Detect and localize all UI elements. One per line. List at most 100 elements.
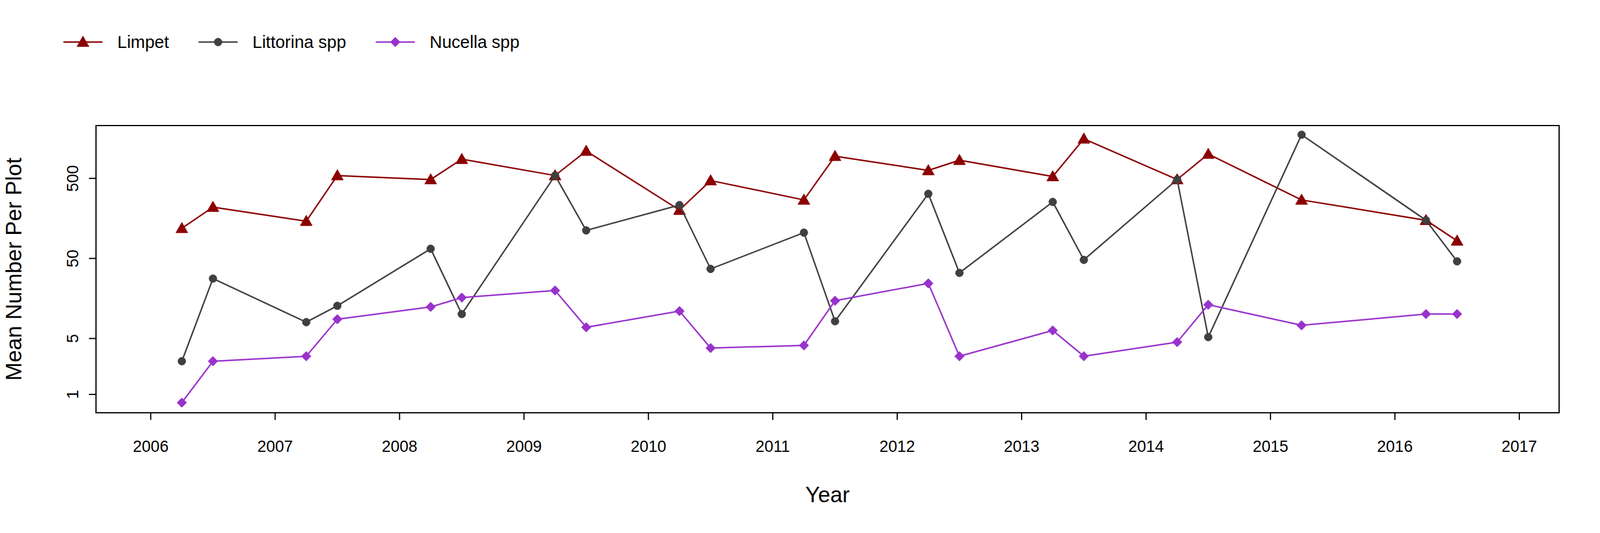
x-tick-label: 2009	[506, 437, 542, 456]
point	[799, 340, 809, 351]
point	[829, 150, 841, 162]
point	[177, 398, 187, 408]
point	[1048, 197, 1057, 206]
chart: 2006 2007 2008 2009 2010 2011 2012 2013 2014 2015…	[0, 0, 1600, 533]
legend-label: Limpet	[117, 32, 169, 52]
point	[831, 317, 840, 326]
point	[333, 302, 342, 310]
point	[206, 201, 219, 213]
point	[1297, 130, 1306, 139]
y-tick-label: 1	[64, 390, 82, 400]
point	[302, 318, 310, 326]
legend-marker	[214, 38, 223, 47]
x-tick	[523, 413, 525, 421]
x-tick	[1021, 413, 1023, 421]
x-tick	[647, 413, 649, 421]
x-tick-label: 2010	[630, 437, 667, 456]
point	[1079, 256, 1088, 264]
x-tick	[398, 413, 400, 421]
point	[953, 154, 966, 166]
legend: Limpet Littorina spp Nucella spp	[63, 32, 520, 52]
point	[209, 274, 217, 283]
point	[923, 279, 934, 289]
x-tick-label: 2015	[1252, 437, 1289, 456]
y-axis-label: Mean Number Per Plot	[1, 157, 27, 382]
point	[581, 322, 591, 333]
x-tick-label: 2006	[132, 437, 169, 456]
point	[300, 215, 313, 226]
point	[922, 164, 935, 176]
point	[1421, 309, 1431, 319]
y-tick	[88, 394, 96, 396]
point	[675, 201, 684, 210]
point	[550, 285, 560, 296]
plot-frame	[96, 125, 1560, 414]
point	[208, 356, 218, 367]
x-tick	[772, 413, 774, 421]
y-tick-label: 500	[64, 165, 82, 192]
series-line	[181, 138, 1458, 241]
point	[924, 190, 933, 198]
point	[1453, 257, 1461, 266]
point	[176, 222, 188, 233]
point	[1452, 309, 1462, 319]
x-tick	[274, 413, 276, 421]
point	[580, 145, 592, 156]
y-tick-label: 50	[64, 249, 82, 268]
point	[582, 226, 591, 235]
point	[954, 352, 965, 362]
x-tick-label: 2014	[1128, 437, 1164, 456]
point	[1422, 216, 1430, 224]
x-tick-label: 2012	[879, 437, 915, 456]
series-line	[181, 135, 1458, 362]
y-tick-label: 5	[64, 334, 82, 344]
point	[674, 306, 685, 316]
point	[704, 174, 717, 186]
point	[1296, 320, 1307, 331]
point	[1295, 194, 1308, 206]
point	[456, 293, 467, 303]
point	[705, 343, 716, 354]
point	[551, 171, 559, 180]
point	[1204, 333, 1212, 342]
legend-marker	[390, 37, 400, 47]
x-tick	[1518, 413, 1520, 421]
x-tick-label: 2013	[1003, 437, 1040, 456]
x-tick-label: 2017	[1501, 437, 1538, 456]
point	[426, 302, 436, 312]
x-tick-label: 2011	[755, 437, 790, 456]
point	[830, 296, 840, 306]
point	[424, 173, 437, 185]
legend-label: Littorina spp	[252, 32, 347, 52]
point	[458, 310, 466, 319]
x-tick	[1394, 413, 1396, 421]
point	[1203, 300, 1214, 310]
plot-area	[176, 130, 1464, 408]
point	[1202, 148, 1215, 159]
legend-label: Nucella spp	[429, 32, 520, 52]
series-line	[181, 283, 1458, 403]
point	[1173, 176, 1182, 184]
x-tick	[896, 413, 898, 421]
y-tick	[88, 338, 96, 340]
x-tick-label: 2016	[1377, 437, 1413, 456]
point	[800, 228, 808, 237]
x-tick	[1145, 413, 1147, 421]
point	[1419, 214, 1432, 226]
point	[549, 169, 562, 181]
x-axis-label: Year	[805, 482, 850, 508]
x-tick-label: 2007	[257, 437, 293, 456]
point	[1172, 337, 1182, 348]
x-tick-label: 2008	[381, 437, 418, 456]
point	[332, 314, 342, 325]
point	[706, 265, 715, 274]
point	[1451, 235, 1464, 246]
point	[331, 169, 344, 181]
y-tick	[88, 177, 96, 179]
point	[955, 269, 964, 277]
legend-marker	[77, 36, 89, 47]
point	[1079, 352, 1089, 362]
point	[1077, 132, 1090, 144]
y-tick	[88, 257, 96, 259]
x-tick	[1269, 413, 1272, 421]
